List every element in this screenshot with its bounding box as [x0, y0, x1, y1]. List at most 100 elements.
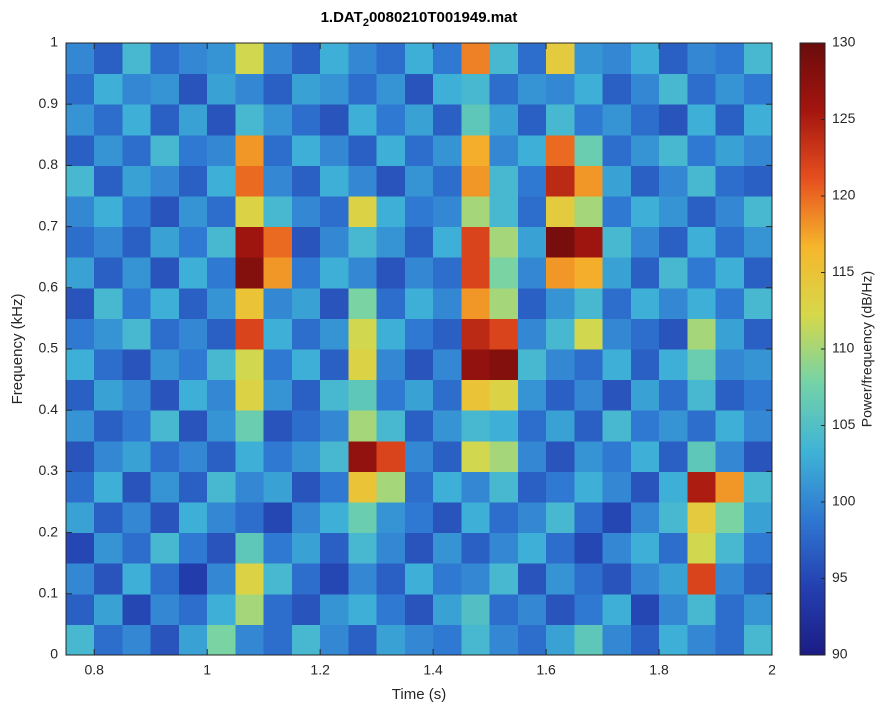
- y-tick-label: 0.8: [39, 156, 59, 172]
- cell: [404, 318, 434, 350]
- cell: [235, 318, 265, 350]
- cell: [122, 43, 152, 75]
- x-tick-label: 1: [203, 662, 211, 678]
- cell: [517, 104, 547, 136]
- cell: [715, 563, 745, 595]
- cell: [433, 532, 462, 564]
- cell: [517, 440, 547, 472]
- cell: [433, 502, 462, 534]
- cell: [461, 532, 491, 564]
- cell: [659, 349, 688, 381]
- cell: [178, 593, 208, 625]
- cell: [574, 379, 604, 411]
- cell: [66, 43, 95, 75]
- cell: [461, 471, 491, 503]
- cell: [687, 410, 717, 442]
- cell: [659, 196, 688, 228]
- x-tick-label: 1.8: [649, 662, 669, 678]
- cell: [150, 226, 180, 258]
- cell: [291, 440, 321, 472]
- cell: [687, 226, 717, 258]
- chart-title: 1.DAT20080210T001949.mat: [321, 9, 518, 29]
- cell: [687, 593, 717, 625]
- cell: [489, 104, 519, 136]
- cell: [207, 379, 236, 411]
- cell: [659, 593, 688, 625]
- cell: [404, 532, 434, 564]
- cell: [263, 43, 293, 75]
- cell: [574, 134, 604, 166]
- cell: [66, 104, 95, 136]
- cell: [348, 349, 378, 381]
- cell: [94, 593, 123, 625]
- cell: [687, 318, 717, 350]
- cell: [433, 134, 462, 166]
- cell: [66, 502, 95, 534]
- cell: [376, 532, 406, 564]
- cell: [461, 349, 491, 381]
- cell: [150, 165, 180, 197]
- cell: [630, 43, 660, 75]
- cell: [94, 563, 123, 595]
- cell: [687, 73, 717, 105]
- cell: [433, 196, 462, 228]
- cell: [517, 287, 547, 319]
- cell: [461, 318, 491, 350]
- cell: [630, 624, 660, 656]
- cell: [263, 287, 293, 319]
- cell: [743, 287, 773, 319]
- cell: [263, 532, 293, 564]
- cell: [630, 349, 660, 381]
- cell: [602, 165, 632, 197]
- cell: [574, 43, 604, 75]
- cell: [150, 502, 180, 534]
- cell: [235, 440, 265, 472]
- cell: [178, 287, 208, 319]
- y-tick-label: 0.3: [39, 462, 59, 478]
- cell: [376, 502, 406, 534]
- x-tick-label: 2: [768, 662, 776, 678]
- cell: [517, 349, 547, 381]
- cell: [150, 379, 180, 411]
- cell: [207, 593, 236, 625]
- cell: [574, 287, 604, 319]
- cell: [602, 318, 632, 350]
- cell: [207, 134, 236, 166]
- colorbar-tick-label: 100: [832, 493, 856, 509]
- cell: [630, 440, 660, 472]
- cell: [122, 349, 152, 381]
- cell: [404, 349, 434, 381]
- cell: [687, 134, 717, 166]
- cell: [122, 593, 152, 625]
- cell: [659, 257, 688, 289]
- y-tick-label: 0.6: [39, 279, 59, 295]
- cell: [263, 624, 293, 656]
- cell: [489, 257, 519, 289]
- cell: [489, 196, 519, 228]
- cell: [263, 165, 293, 197]
- cell: [659, 287, 688, 319]
- cell: [546, 471, 575, 503]
- cell: [150, 196, 180, 228]
- cell: [461, 287, 491, 319]
- cell: [743, 349, 773, 381]
- cell: [150, 471, 180, 503]
- cell: [546, 104, 575, 136]
- title-rest: 0080210T001949.mat: [369, 9, 517, 26]
- cell: [517, 196, 547, 228]
- colorbar-label: Power/frequency (dB/Hz): [859, 271, 875, 427]
- cell: [574, 165, 604, 197]
- cell: [517, 226, 547, 258]
- cell: [178, 502, 208, 534]
- y-axis-label: Frequency (kHz): [9, 294, 26, 405]
- cell: [376, 134, 406, 166]
- cell: [687, 532, 717, 564]
- cell: [207, 318, 236, 350]
- cell: [743, 379, 773, 411]
- cell: [291, 196, 321, 228]
- cell: [630, 196, 660, 228]
- cell: [207, 287, 236, 319]
- cell: [150, 318, 180, 350]
- cell: [546, 165, 575, 197]
- cell: [94, 104, 123, 136]
